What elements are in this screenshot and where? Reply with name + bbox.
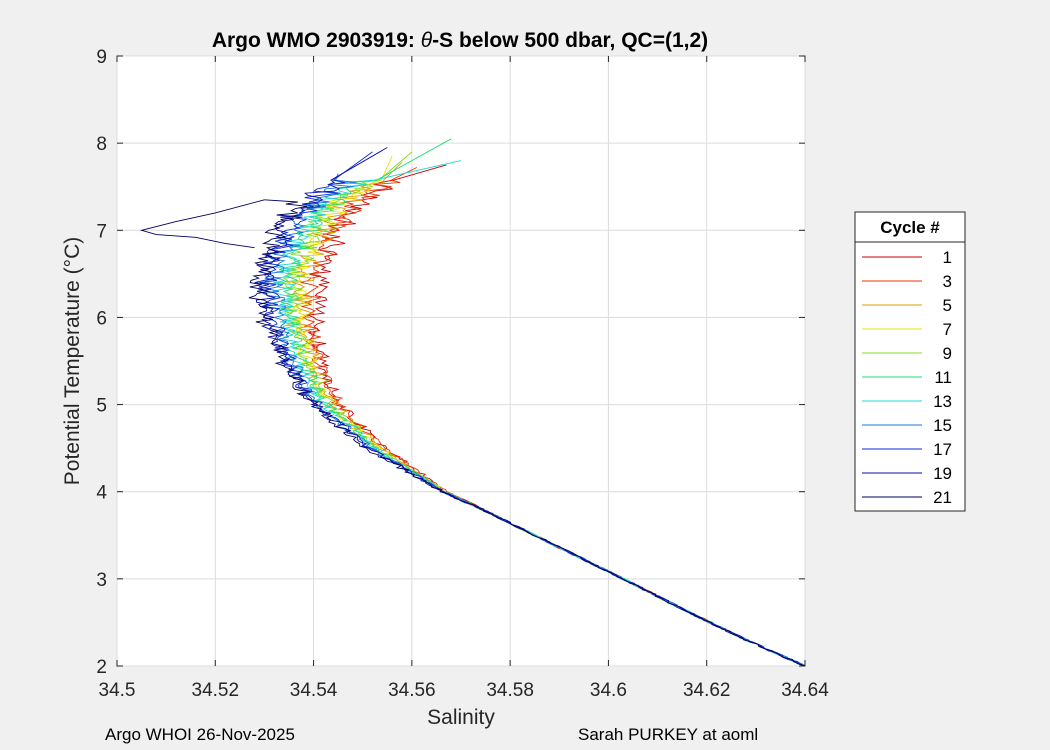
x-tick-label: 34.52	[192, 680, 240, 701]
legend-label-1: 1	[943, 248, 952, 267]
y-tick-label: 7	[96, 221, 107, 242]
series-excursion-cycle-21	[139, 199, 265, 249]
series-layer	[139, 138, 805, 666]
legend-label-13: 13	[933, 392, 952, 411]
footer-left: Argo WHOI 26-Nov-2025	[105, 725, 295, 744]
x-tick-label: 34.5	[99, 680, 136, 701]
axes: 34.5 34.52 34.54 34.56 34.58 34.6 34.62 34.64 2 3…	[96, 47, 829, 701]
y-tick-label: 3	[96, 570, 107, 591]
legend-box	[854, 211, 966, 512]
x-tick-label: 34.62	[683, 680, 731, 701]
legend-label-3: 3	[943, 272, 952, 291]
y-tick-label: 8	[96, 134, 107, 155]
x-tick-label: 34.64	[781, 680, 829, 701]
legend-label-9: 9	[943, 344, 952, 363]
series-line-cycle-21	[248, 199, 805, 666]
legend-label-19: 19	[933, 464, 952, 483]
y-tick-label: 9	[96, 47, 107, 68]
x-tick-label: 34.58	[486, 680, 534, 701]
legend-label-17: 17	[933, 440, 952, 459]
x-tick-label: 34.56	[388, 680, 436, 701]
legend-label-7: 7	[943, 320, 952, 339]
x-tick-label: 34.54	[290, 680, 338, 701]
chart-title: Argo WMO 2903919: θ-S below 500 dbar, QC…	[212, 29, 708, 52]
y-tick-label: 6	[96, 308, 107, 329]
legend-label-21: 21	[933, 488, 952, 507]
plot-area	[116, 55, 806, 667]
legend-label-5: 5	[943, 296, 952, 315]
x-axis-label: Salinity	[427, 706, 495, 729]
grid-lines	[116, 55, 806, 667]
y-tick-label: 5	[96, 396, 107, 417]
x-tick-label: 34.6	[590, 680, 627, 701]
legend-label-11: 11	[934, 368, 952, 387]
y-tick-label: 4	[96, 483, 107, 504]
footer-right: Sarah PURKEY at aoml	[578, 725, 759, 744]
legend-label-15: 15	[933, 416, 952, 435]
legend-title: Cycle #	[880, 218, 940, 237]
y-axis-label: Potential Temperature (°C)	[61, 237, 84, 485]
y-tick-label: 2	[96, 657, 107, 678]
